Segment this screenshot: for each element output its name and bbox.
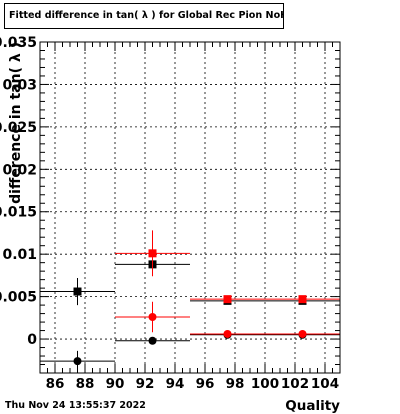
y-tick-label: 0.015 (0, 205, 37, 221)
chart-title: Fitted difference in tan( λ ) for Global… (4, 3, 284, 29)
y-axis-title: difference in tan( λ ) (8, 42, 24, 204)
x-tick-label: 96 (196, 376, 215, 392)
axis-ticks (39, 41, 341, 374)
x-tick-label: 86 (46, 376, 65, 392)
x-tick-label: 104 (311, 376, 339, 392)
y-tick-label: 0.005 (0, 290, 37, 306)
y-tick-label: 0.035 (0, 35, 37, 51)
y-tick-label: 0.01 (2, 247, 37, 263)
data-point-square (298, 295, 307, 304)
x-tick-label: 90 (106, 376, 125, 392)
y-tick-label: 0.02 (2, 162, 37, 178)
y-tick-label: 0.03 (2, 77, 37, 93)
y-tick-label: 0.025 (0, 120, 37, 136)
data-point-circle (73, 357, 82, 366)
grid-lines (40, 41, 340, 373)
data-point-square (223, 295, 232, 304)
y-tick-label: 0 (27, 332, 37, 348)
timestamp: Thu Nov 24 13:55:37 2022 (5, 400, 146, 411)
data-point-circle (298, 329, 307, 338)
data-point-square (148, 249, 157, 258)
x-tick-label: 94 (166, 376, 185, 392)
x-tick-label: 88 (76, 376, 95, 392)
data-point-circle (223, 329, 232, 338)
x-tick-label: 92 (136, 376, 155, 392)
data-point-circle (148, 336, 157, 345)
x-tick-label: 100 (251, 376, 279, 392)
x-tick-label: 102 (281, 376, 309, 392)
data-layer (40, 230, 340, 372)
x-axis-title: Quality (285, 398, 340, 414)
data-point-square (73, 287, 82, 296)
x-tick-label: 98 (226, 376, 245, 392)
data-point-circle (148, 312, 157, 321)
